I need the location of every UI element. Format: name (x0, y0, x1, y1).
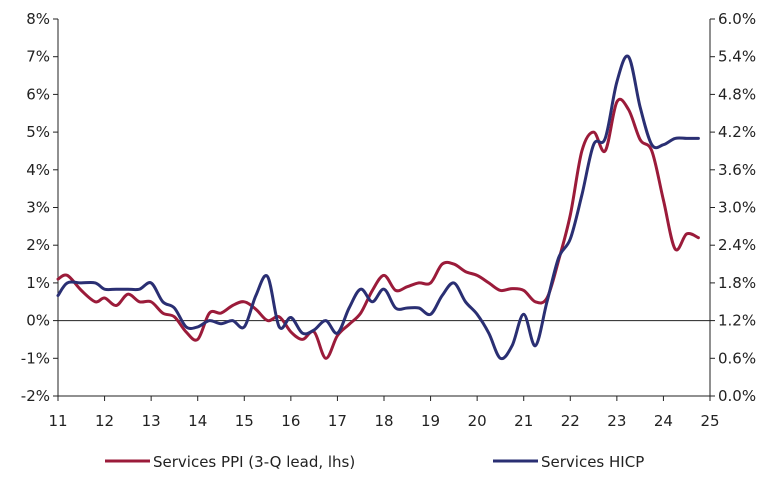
x-tick-label: 15 (235, 412, 254, 430)
x-tick-label: 24 (654, 412, 673, 430)
series-layer (56, 54, 700, 361)
x-tick-label: 18 (374, 412, 393, 430)
y-right-tick-label: 1.2% (718, 312, 756, 330)
y-right-tick-label: 1.8% (718, 274, 756, 292)
series-line-services-hicp (56, 54, 700, 361)
x-tick-label: 12 (95, 412, 114, 430)
x-tick-label: 13 (142, 412, 161, 430)
legend-label-ppi: Services PPI (3-Q lead, lhs) (153, 453, 355, 471)
y-right-tick-label: 3.6% (718, 161, 756, 179)
y-left-tick-label: 4% (26, 161, 50, 179)
y-left-tick-label: 7% (26, 48, 50, 66)
y-right-tick-label: 0.6% (718, 349, 756, 367)
x-tick-label: 19 (421, 412, 440, 430)
y-right-tick-label: 0.0% (718, 387, 756, 405)
x-tick-label: 22 (561, 412, 580, 430)
y-left-tick-label: 1% (26, 274, 50, 292)
y-left-tick-label: 0% (26, 312, 50, 330)
y-right-tick-label: 4.8% (718, 85, 756, 103)
x-tick-label: 14 (188, 412, 207, 430)
x-tick-label: 21 (514, 412, 533, 430)
y-right-tick-label: 3.0% (718, 199, 756, 217)
y-left-tick-label: 2% (26, 236, 50, 254)
series-line-services-ppi (56, 97, 700, 360)
x-tick-label: 17 (328, 412, 347, 430)
y-left-tick-label: 8% (26, 10, 50, 28)
legend-label-hicp: Services HICP (541, 453, 644, 471)
x-tick-label: 16 (281, 412, 300, 430)
y-left-tick-label: -1% (21, 349, 50, 367)
x-tick-label: 23 (607, 412, 626, 430)
y-left-tick-label: -2% (21, 387, 50, 405)
x-tick-label: 20 (468, 412, 487, 430)
y-right-tick-label: 5.4% (718, 48, 756, 66)
axes: -2% -1% 0% 1% 2% 3% 4% 5% 6% 7% 8% 0.0% 0.6% 1.2% 1.8%… (21, 10, 756, 430)
x-tick-label: 11 (48, 412, 67, 430)
y-right-tick-label: 2.4% (718, 236, 756, 254)
x-tick-label: 25 (700, 412, 719, 430)
y-right-tick-label: 6.0% (718, 10, 756, 28)
y-left-tick-label: 3% (26, 199, 50, 217)
y-left-tick-label: 5% (26, 123, 50, 141)
legend: Services PPI (3-Q lead, lhs) Services HI… (105, 453, 644, 471)
y-left-tick-label: 6% (26, 85, 50, 103)
y-right-tick-label: 4.2% (718, 123, 756, 141)
